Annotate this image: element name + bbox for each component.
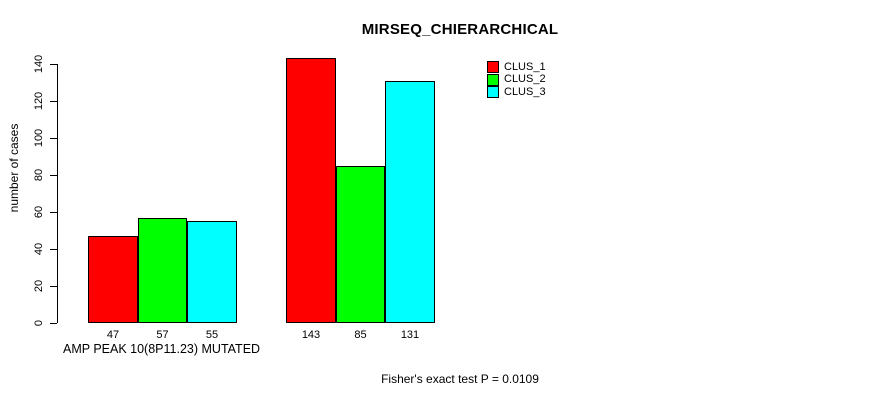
legend-label: CLUS_2: [504, 73, 546, 86]
y-tick-label: 40: [33, 242, 45, 256]
y-tick: [50, 286, 57, 287]
y-tick-label: 80: [33, 168, 45, 182]
legend-item-CLUS_3: CLUS_3: [487, 86, 546, 99]
legend-item-CLUS_2: CLUS_2: [487, 73, 546, 87]
bar-CLUS_1-group1: [88, 236, 138, 323]
y-tick: [50, 101, 57, 102]
bar-CLUS_3-group2: [385, 80, 435, 323]
y-axis-line: [57, 64, 58, 323]
legend: CLUS_1 CLUS_2 CLUS_3: [487, 61, 546, 99]
chart-title: MIRSEQ_CHIERARCHICAL: [361, 21, 559, 38]
y-axis-label: number of cases: [7, 123, 21, 213]
bar-value-label: 131: [400, 329, 420, 341]
bar-value-label: 57: [156, 329, 169, 341]
bar-value-label: 85: [354, 329, 367, 341]
legend-swatch: [487, 61, 499, 74]
bar-value-label: 143: [301, 329, 321, 341]
legend-swatch: [487, 86, 499, 99]
bar-CLUS_3-group1: [187, 221, 237, 323]
y-tick: [50, 138, 57, 139]
legend-item-CLUS_1: CLUS_1: [487, 61, 546, 74]
y-tick-label: 100: [33, 128, 45, 148]
legend-label: CLUS_1: [504, 60, 546, 73]
bar-value-label: 55: [205, 329, 219, 341]
y-tick: [50, 249, 57, 250]
legend-swatch: [487, 73, 499, 86]
y-tick-label: 20: [33, 279, 45, 293]
y-tick-label: 0: [33, 319, 45, 327]
y-tick: [50, 64, 57, 65]
y-tick-label: 120: [33, 91, 45, 111]
bar-CLUS_2-group2: [336, 165, 385, 323]
y-tick: [50, 323, 57, 324]
y-tick: [50, 175, 57, 176]
annotation-text: Fisher's exact test P = 0.0109: [381, 372, 539, 386]
x-axis-label: AMP PEAK 10(8P11.23) MUTATED: [63, 342, 261, 356]
bar-CLUS_1-group2: [286, 58, 336, 323]
y-tick-label: 60: [33, 205, 45, 219]
y-tick: [50, 212, 57, 213]
bar-CLUS_2-group1: [138, 217, 187, 323]
y-tick-label: 140: [33, 54, 45, 74]
legend-label: CLUS_3: [504, 85, 546, 98]
bar-value-label: 47: [106, 329, 120, 341]
